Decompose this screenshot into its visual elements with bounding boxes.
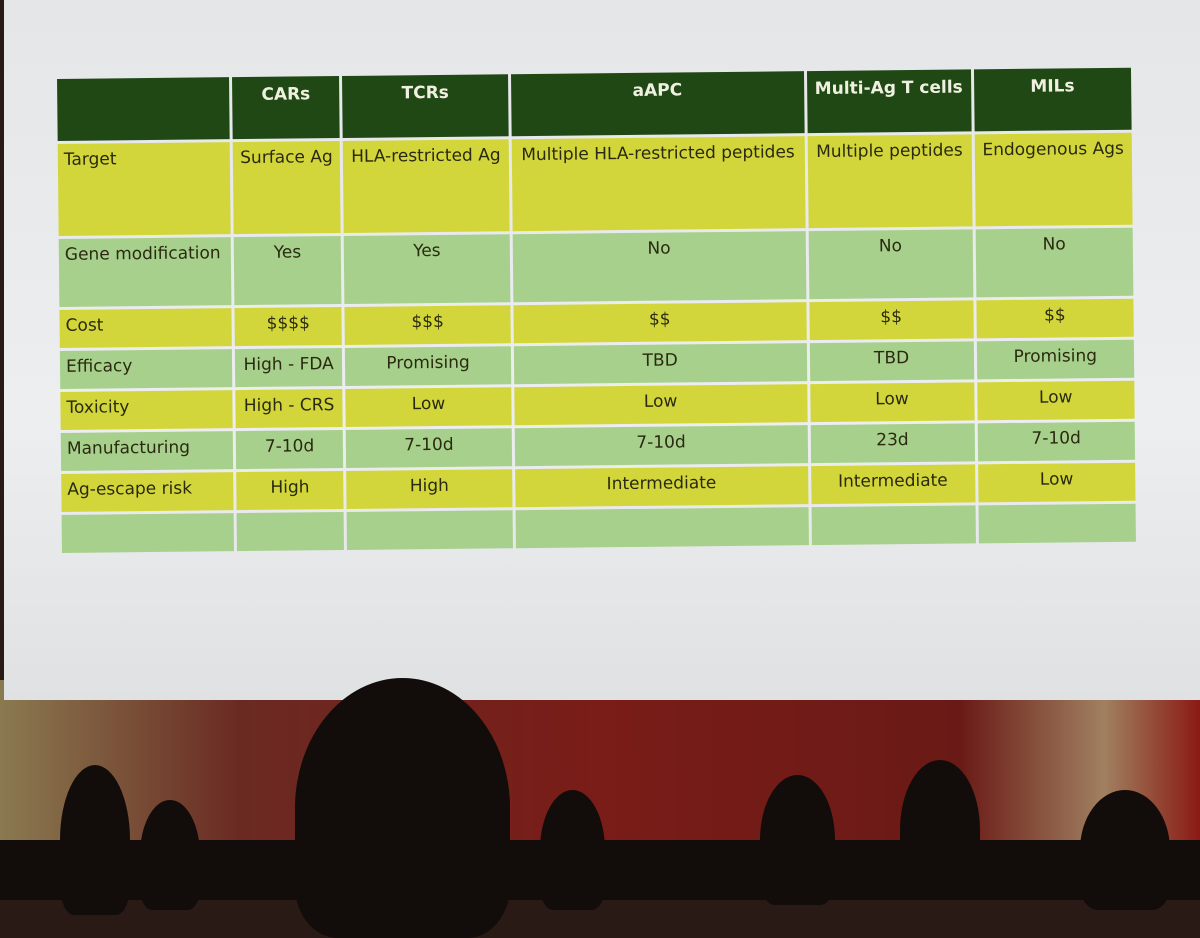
table-cell: TBD [513, 343, 807, 385]
table-cell: 23d [810, 423, 975, 464]
table-cell: Intermediate [810, 464, 976, 505]
table-cell [236, 511, 345, 552]
table-cell: No [808, 229, 973, 300]
table-cell: Multiple HLA-restricted peptides [511, 136, 806, 232]
table-cell: Endogenous Ags [974, 132, 1133, 227]
table-cell: 7-10d [977, 421, 1136, 462]
header-row: CARs TCRs aAPC Multi-Ag T cells MILs [57, 67, 1132, 141]
table-cell: Target [57, 142, 231, 236]
table-cell [811, 505, 976, 546]
empty-row [61, 503, 1136, 553]
table-cell: TBD [809, 341, 974, 382]
table-row: Gene modification Yes Yes No No No [58, 227, 1134, 307]
table-cell: Promising [345, 346, 512, 386]
table-cell: Surface Ag [232, 141, 341, 235]
table-cell: $$ [808, 300, 974, 341]
table-cell: Toxicity [60, 390, 233, 430]
table-cell: Efficacy [59, 349, 233, 389]
table-cell: Yes [343, 234, 511, 304]
table-cell: $$$$ [234, 307, 343, 347]
audience-head [760, 775, 835, 905]
table-cell: 7-10d [514, 425, 808, 467]
table-cell: Low [976, 380, 1135, 421]
table-cell: No [975, 227, 1134, 298]
audience-head [1080, 790, 1170, 910]
table-cell: HLA-restricted Ag [342, 139, 510, 233]
table-cell: $$ [976, 298, 1134, 339]
table-cell: Manufacturing [60, 431, 234, 471]
table-cell: Promising [976, 339, 1135, 380]
table-cell: Intermediate [514, 466, 809, 508]
table-cell: Ag-escape risk [61, 472, 234, 512]
table-row: Target Surface Ag HLA-restricted Ag Multipl… [57, 132, 1133, 236]
table-cell: CARs [232, 76, 340, 140]
audience-head [900, 760, 980, 900]
table-cell: Cost [59, 308, 232, 348]
table-cell: Multiple peptides [807, 134, 973, 229]
table-cell: High [236, 470, 344, 511]
table-cell: No [512, 231, 806, 303]
table-cell: aAPC [510, 71, 805, 137]
table-cell: High - FDA [234, 347, 343, 388]
table-cell: $$$ [344, 305, 511, 345]
table-cell: TCRs [342, 74, 509, 138]
table-cell: Low [345, 387, 512, 427]
table-cell: Low [514, 384, 808, 426]
table-cell: High - CRS [235, 388, 343, 429]
projection-screen: CARs TCRs aAPC Multi-Ag T cells MILs Target Su… [4, 0, 1200, 700]
slide-table: CARs TCRs aAPC Multi-Ag T cells MILs Target Su… [54, 65, 1139, 556]
audience-head [540, 790, 605, 910]
table-cell [978, 503, 1136, 544]
table-cell [61, 513, 234, 553]
table-cell: $$ [513, 302, 807, 344]
table-cell [346, 510, 513, 550]
table-cell: High [346, 469, 513, 509]
table-cell: 7-10d [345, 428, 512, 468]
table-cell: MILs [973, 67, 1132, 132]
table-cell: Low [809, 382, 975, 423]
table-cell: Gene modification [58, 237, 232, 307]
table-cell: 7-10d [235, 429, 344, 470]
table-cell [57, 77, 230, 141]
audience-head [140, 800, 200, 910]
table-cell: Yes [233, 236, 342, 306]
table-cell [515, 507, 809, 549]
table-cell: Multi-Ag T cells [806, 69, 972, 134]
table-cell: Low [977, 462, 1136, 503]
